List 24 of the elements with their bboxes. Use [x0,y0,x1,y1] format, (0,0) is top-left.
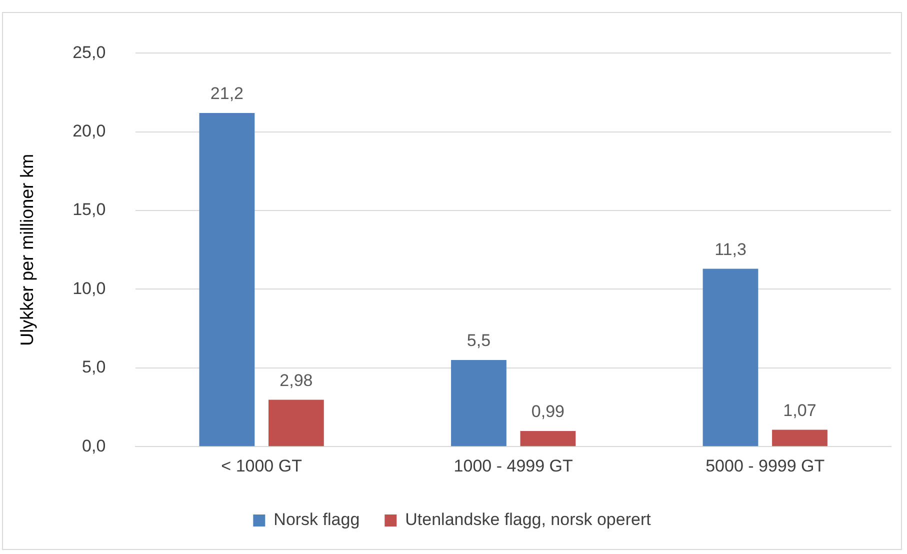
data-label: 21,2 [210,84,244,104]
bar [199,112,255,446]
y-tick-label: 5,0 [82,358,106,377]
bar [451,360,506,446]
data-label: 1,07 [783,400,816,420]
y-tick-label: 0,0 [82,436,106,456]
y-axis-title: Ulykker per millioner km [16,154,37,346]
data-label: 0,99 [531,402,565,422]
y-tick-label: 25,0 [72,42,106,62]
bar [268,400,324,446]
bar [702,268,758,446]
y-tick-label: 10,0 [72,278,106,298]
x-tick-label: < 1000 GT [221,456,302,476]
x-tick-label: 1000 - 4999 GT [454,456,573,476]
bar [520,431,576,446]
data-label: 2,98 [280,370,313,390]
legend-label: Norsk flagg [274,510,360,530]
y-tick-label: 15,0 [72,200,106,220]
data-label: 11,3 [714,240,746,259]
y-tick-label: 20,0 [72,122,106,141]
data-label: 5,5 [466,331,491,350]
legend-label: Utenlandske flagg, norsk operert [405,510,652,530]
x-tick-label: 5000 - 9999 GT [706,456,825,476]
bar [772,430,828,446]
